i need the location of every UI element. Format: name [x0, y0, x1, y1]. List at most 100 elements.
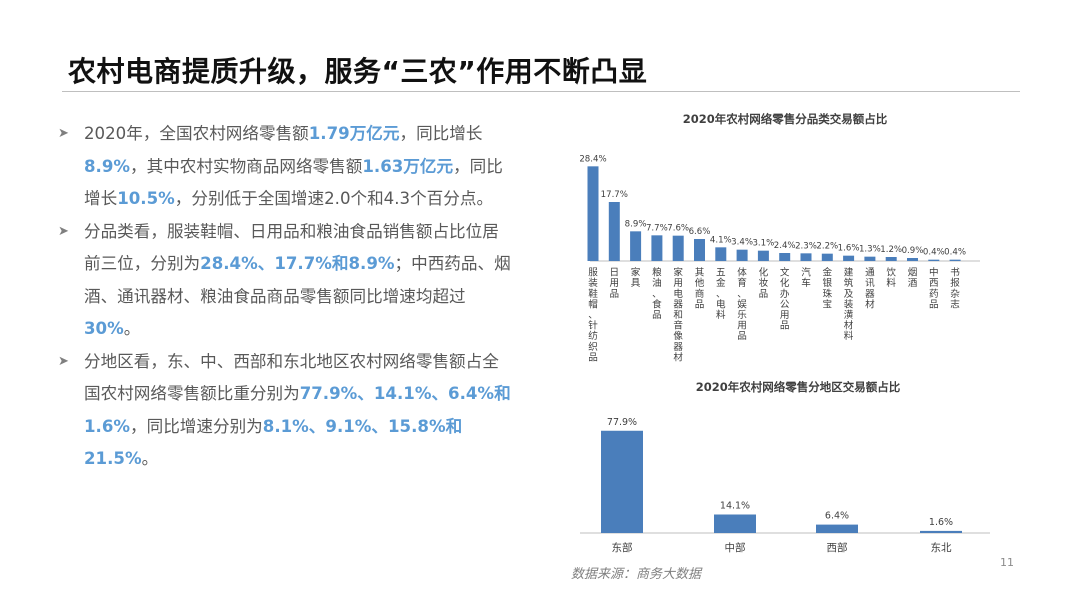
category-label-17: 书报杂志: [950, 268, 960, 311]
category-label-7: 体育、娱乐用品: [737, 267, 747, 343]
data-label-7: 3.4%: [731, 238, 753, 248]
data-label-1: 17.7%: [601, 190, 628, 200]
bullet-text-segment: ；中西药品、烟酒、通讯器材、粮油食品商品零售额同比增速均超过: [84, 254, 511, 306]
chart-title: 2020年农村网络零售分品类交易额占比: [683, 112, 888, 126]
bar-13: [864, 256, 876, 261]
bullet-arrow-icon: ➤: [58, 126, 69, 141]
bullet-list: ➤ 2020年，全国农村网络零售额1.79万亿元，同比增长8.9%，其中农村实物…: [58, 118, 513, 476]
bullet-text-segment: ，其中农村实物商品网络零售额: [130, 156, 363, 176]
highlight-figure: 30%: [84, 319, 124, 338]
bullet-text-segment: 。: [123, 319, 141, 338]
category-label-1: 日用品: [610, 268, 620, 300]
slide-title: 农村电商提质升级，服务“三农”作用不断凸显: [68, 55, 648, 88]
bullet-text: 2020年，全国农村网络零售额1.79万亿元，同比增长8.9%，其中农村实物商品…: [84, 124, 503, 208]
data-label-11: 2.2%: [816, 242, 838, 252]
highlight-figure: 1.79万亿元: [308, 124, 400, 143]
bullet-text-segment: 。: [141, 449, 159, 468]
bullet-text: 分品类看，服装鞋帽、日用品和粮油食品销售额占比位居前三位，分别为28.4%、17…: [84, 222, 511, 339]
data-label-2: 8.9%: [625, 219, 647, 229]
category-label-1: 中部: [725, 541, 746, 554]
chart-title: 2020年农村网络零售分地区交易额占比: [696, 380, 901, 394]
category-label-0: 服装鞋帽、针纺织品: [588, 268, 598, 364]
bullet-item: ➤ 分地区看，东、中、西部和东北地区农村网络零售额占全国农村网络零售额比重分别为…: [58, 346, 513, 476]
data-label-16: 0.4%: [923, 248, 945, 258]
region-share-chart: 2020年农村网络零售分地区交易额占比 77.9% 东部 14.1% 中部 6.4% 西部 1…: [580, 380, 990, 554]
bar-15: [907, 258, 918, 261]
category-label-4: 家用电器和音像器材: [673, 267, 683, 364]
bar-17: [949, 259, 961, 261]
bar-0: [601, 430, 643, 533]
bar-1: [714, 514, 756, 533]
title-divider: [62, 91, 1020, 92]
bar-2: [630, 231, 642, 261]
data-label-14: 1.2%: [880, 245, 902, 255]
highlight-figure: 28.4%、17.7%和8.9%: [200, 254, 395, 273]
category-label-3: 东北: [931, 541, 952, 554]
bullet-text-segment: 分地区看，东、中、西部和东北地区农村网络零售额占全国农村网络零售额比重分别为: [84, 351, 499, 404]
bar-9: [779, 253, 791, 261]
category-label-13: 通讯器材: [865, 268, 875, 311]
bullet-text: 分地区看，东、中、西部和东北地区农村网络零售额占全国农村网络零售额比重分别为77…: [84, 352, 511, 469]
data-label-12: 1.6%: [838, 244, 860, 254]
category-label-2: 家具: [631, 267, 641, 290]
bullet-text-segment: 2020年，全国农村网络零售额: [84, 124, 309, 143]
data-label-1: 14.1%: [720, 500, 750, 511]
data-label-3: 1.6%: [929, 517, 953, 528]
category-label-9: 文化办公用品: [780, 267, 790, 332]
data-label-15: 0.9%: [902, 246, 924, 256]
bar-6: [715, 247, 727, 261]
bar-11: [821, 253, 833, 261]
category-label-11: 金银珠宝: [823, 267, 833, 311]
bar-3: [651, 235, 663, 261]
category-share-chart: 2020年农村网络零售分品类交易额占比 28.4% 服装鞋帽、针纺织品 17.7% 日用…: [579, 112, 980, 364]
data-label-4: 7.6%: [667, 224, 689, 234]
data-source-note: 数据来源：商务大数据: [571, 567, 702, 582]
category-label-15: 烟酒: [908, 267, 918, 290]
category-label-14: 饮料: [886, 267, 896, 290]
bar-4: [672, 235, 684, 261]
bullet-item: ➤ 2020年，全国农村网络零售额1.79万亿元，同比增长8.9%，其中农村实物…: [58, 118, 513, 216]
bar-7: [736, 249, 748, 261]
data-label-6: 4.1%: [710, 235, 732, 245]
bullet-item: ➤ 分品类看，服装鞋帽、日用品和粮油食品销售额占比位居前三位，分别为28.4%、…: [58, 216, 513, 346]
bullet-text-segment: ，同比增长: [399, 124, 483, 143]
data-label-10: 2.3%: [795, 241, 817, 251]
bar-12: [843, 255, 855, 261]
category-label-12: 建筑及装潢材料: [844, 267, 854, 343]
bullet-arrow-icon: ➤: [58, 353, 69, 369]
data-label-0: 77.9%: [607, 417, 637, 428]
category-label-6: 五金、电料: [716, 268, 726, 321]
bar-1: [608, 202, 620, 261]
bullet-text-segment: ，同比增速分别为: [130, 416, 263, 436]
data-label-3: 7.7%: [646, 223, 668, 233]
bar-14: [885, 257, 897, 261]
bar-10: [800, 253, 812, 261]
bullet-text-segment: ，同比增长: [84, 156, 503, 209]
bar-2: [816, 524, 858, 533]
data-label-17: 0.4%: [944, 248, 966, 258]
category-label-5: 其他商品: [695, 268, 705, 311]
bar-3: [920, 530, 962, 533]
data-label-2: 6.4%: [825, 511, 849, 522]
category-label-8: 化妆品: [759, 267, 769, 300]
data-label-13: 1.3%: [859, 245, 881, 255]
category-label-16: 中西药品: [929, 267, 939, 311]
category-label-0: 东部: [612, 541, 633, 554]
highlight-figure: 8.1%、9.1%、15.8%和21.5%: [84, 416, 463, 469]
bullet-text-segment: 分品类看，服装鞋帽、日用品和粮油食品销售额占比位居前三位，分别为: [84, 221, 499, 274]
highlight-figure: 1.63万亿元: [362, 156, 454, 176]
category-label-10: 汽车: [801, 267, 811, 290]
data-label-5: 6.6%: [689, 227, 711, 237]
bullet-text-segment: ，分别低于全国增速2.0个和4.3个百分点。: [174, 189, 494, 208]
highlight-figure: 77.9%、14.1%、6.4%和1.6%: [84, 384, 511, 436]
bar-16: [928, 259, 940, 261]
category-label-3: 粮油、食品: [652, 267, 662, 321]
data-label-9: 2.4%: [774, 241, 796, 251]
bullet-arrow-icon: ➤: [58, 223, 69, 239]
data-label-0: 28.4%: [579, 154, 606, 164]
highlight-figure: 10.5%: [117, 189, 175, 208]
bar-8: [757, 250, 769, 261]
highlight-figure: 8.9%: [84, 156, 131, 176]
data-label-8: 3.1%: [752, 239, 774, 249]
bar-0: [587, 166, 599, 261]
